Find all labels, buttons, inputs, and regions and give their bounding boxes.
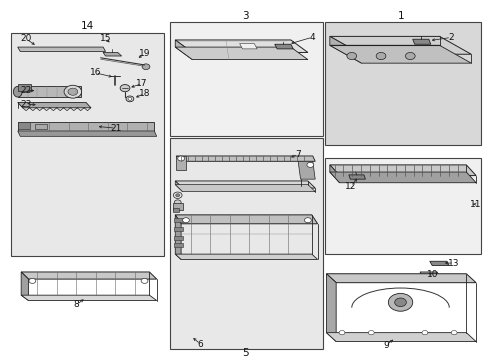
Polygon shape [18, 86, 81, 97]
Circle shape [128, 98, 132, 100]
Bar [325, 22, 480, 145]
Text: 6: 6 [197, 339, 203, 348]
Polygon shape [175, 40, 192, 60]
Polygon shape [412, 39, 430, 44]
Ellipse shape [13, 86, 22, 97]
Text: 21: 21 [110, 123, 121, 132]
Text: 11: 11 [469, 200, 481, 209]
Circle shape [174, 200, 181, 205]
Polygon shape [176, 156, 185, 170]
Text: 22: 22 [20, 86, 32, 95]
Bar [173, 243, 182, 247]
Circle shape [450, 330, 456, 335]
Text: 1: 1 [397, 11, 404, 21]
Text: 12: 12 [345, 182, 356, 191]
Text: 18: 18 [139, 89, 150, 98]
Circle shape [68, 88, 78, 95]
Circle shape [182, 218, 189, 223]
Polygon shape [329, 36, 361, 63]
Text: 3: 3 [242, 12, 248, 21]
Text: 7: 7 [295, 150, 301, 159]
Circle shape [126, 96, 134, 102]
Polygon shape [176, 156, 315, 161]
Circle shape [405, 53, 414, 60]
Bar [173, 218, 182, 222]
Polygon shape [103, 53, 122, 56]
Bar [173, 227, 182, 231]
Polygon shape [175, 215, 317, 224]
Polygon shape [21, 272, 157, 279]
Bar [18, 84, 31, 91]
Text: 13: 13 [447, 258, 459, 267]
Circle shape [29, 278, 36, 283]
Text: 9: 9 [382, 341, 388, 350]
Text: 19: 19 [139, 49, 150, 58]
Circle shape [142, 64, 150, 69]
Circle shape [375, 53, 385, 60]
Circle shape [177, 156, 184, 161]
Text: 23: 23 [20, 100, 32, 109]
Circle shape [141, 278, 148, 283]
Polygon shape [175, 181, 315, 188]
Circle shape [367, 330, 373, 335]
Circle shape [421, 330, 427, 335]
Bar [18, 122, 30, 129]
Circle shape [387, 293, 412, 311]
Text: 4: 4 [309, 33, 315, 42]
Text: 15: 15 [100, 35, 111, 44]
Polygon shape [326, 333, 475, 342]
Polygon shape [18, 47, 105, 51]
Bar [170, 138, 322, 349]
Polygon shape [329, 172, 475, 183]
Circle shape [394, 298, 406, 307]
Polygon shape [175, 185, 315, 192]
Polygon shape [18, 103, 91, 108]
Polygon shape [175, 40, 307, 53]
Bar [11, 33, 163, 256]
Text: 2: 2 [447, 33, 453, 42]
Polygon shape [326, 274, 335, 342]
Bar [173, 235, 182, 240]
Bar [172, 203, 182, 210]
Text: 16: 16 [89, 68, 101, 77]
Polygon shape [419, 272, 439, 276]
Text: 17: 17 [136, 79, 147, 88]
Circle shape [64, 85, 81, 98]
Circle shape [175, 194, 179, 197]
Text: 8: 8 [73, 300, 79, 309]
Polygon shape [21, 295, 157, 301]
Polygon shape [175, 215, 181, 260]
Polygon shape [429, 261, 448, 266]
Circle shape [338, 330, 344, 335]
Text: 10: 10 [426, 270, 437, 279]
Circle shape [304, 218, 311, 223]
Polygon shape [298, 161, 315, 179]
Circle shape [120, 85, 130, 92]
Circle shape [346, 53, 356, 60]
Circle shape [173, 192, 182, 198]
Polygon shape [326, 274, 475, 283]
Polygon shape [348, 175, 365, 179]
Polygon shape [18, 131, 157, 136]
Polygon shape [329, 165, 475, 176]
Text: 5: 5 [242, 348, 248, 358]
Bar [35, 124, 47, 129]
Polygon shape [21, 272, 28, 301]
Bar [325, 158, 480, 254]
Text: 20: 20 [20, 35, 32, 44]
Polygon shape [329, 36, 470, 54]
Circle shape [306, 162, 313, 167]
Polygon shape [274, 44, 293, 49]
Polygon shape [18, 122, 154, 131]
Polygon shape [239, 44, 257, 49]
Polygon shape [175, 47, 307, 60]
Polygon shape [329, 45, 470, 63]
Text: 14: 14 [81, 21, 94, 31]
Polygon shape [175, 181, 182, 192]
Bar [170, 22, 322, 136]
Bar [172, 208, 178, 212]
Polygon shape [329, 165, 339, 183]
Polygon shape [175, 254, 317, 260]
